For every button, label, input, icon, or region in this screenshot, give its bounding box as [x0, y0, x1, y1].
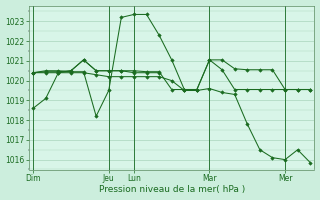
X-axis label: Pression niveau de la mer( hPa ): Pression niveau de la mer( hPa ) [99, 185, 245, 194]
